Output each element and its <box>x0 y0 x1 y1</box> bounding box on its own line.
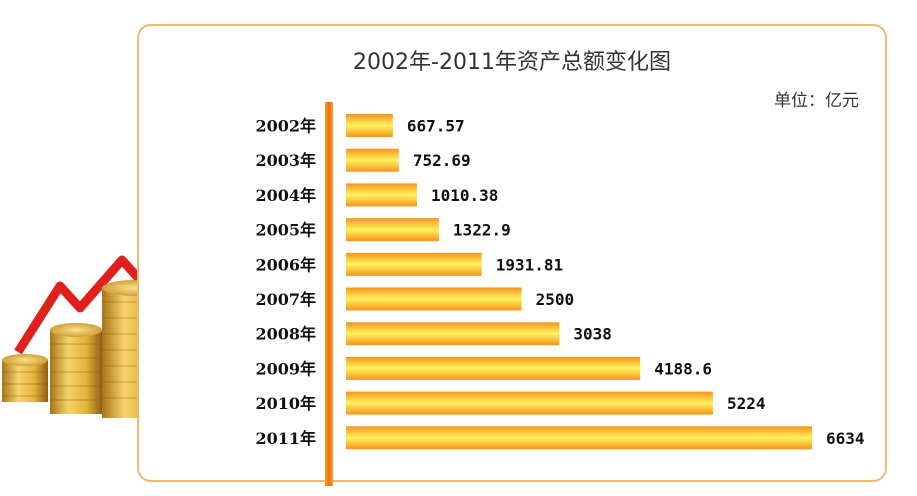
data-label: 6634 <box>826 429 865 448</box>
data-label: 1322.9 <box>453 221 511 240</box>
bar <box>346 426 812 450</box>
category-label: 2007年 <box>255 290 316 309</box>
bar <box>346 218 439 242</box>
category-label: 2006年 <box>255 255 316 274</box>
bar <box>346 252 482 276</box>
data-label: 3038 <box>573 325 612 344</box>
coin-stack-1 <box>2 354 48 402</box>
category-label: 2011年 <box>255 429 316 448</box>
category-label: 2010年 <box>255 394 316 413</box>
category-label: 2002年 <box>255 117 316 136</box>
data-label: 1931.81 <box>496 255 563 274</box>
data-label: 1010.38 <box>431 186 498 205</box>
category-label: 2008年 <box>255 325 316 344</box>
bar <box>346 114 393 137</box>
category-label: 2003年 <box>255 151 316 170</box>
bar-chart: 2002年 667.57 2003年 752.69 2004年 1010.38 2005年 1… <box>255 114 865 450</box>
category-label: 2004年 <box>255 186 316 205</box>
data-label: 5224 <box>727 394 766 413</box>
bar <box>346 148 399 172</box>
unit-label: 单位：亿元 <box>774 91 859 111</box>
coin-stack-2 <box>50 323 102 414</box>
data-label: 667.57 <box>407 117 465 136</box>
bar <box>346 391 713 415</box>
category-axis <box>325 102 333 486</box>
category-label: 2005年 <box>255 221 316 240</box>
category-label: 2009年 <box>255 359 316 378</box>
data-label: 4188.6 <box>654 359 712 378</box>
data-label: 752.69 <box>413 151 471 170</box>
chart-panel: 2002年-2011年资产总额变化图 单位：亿元 2002年 667.57 2003… <box>137 24 887 486</box>
bar <box>346 322 560 346</box>
data-label: 2500 <box>536 290 575 309</box>
chart-title: 2002年-2011年资产总额变化图 <box>353 50 671 75</box>
bar <box>346 356 641 380</box>
bar <box>346 287 522 311</box>
bar <box>346 183 417 207</box>
